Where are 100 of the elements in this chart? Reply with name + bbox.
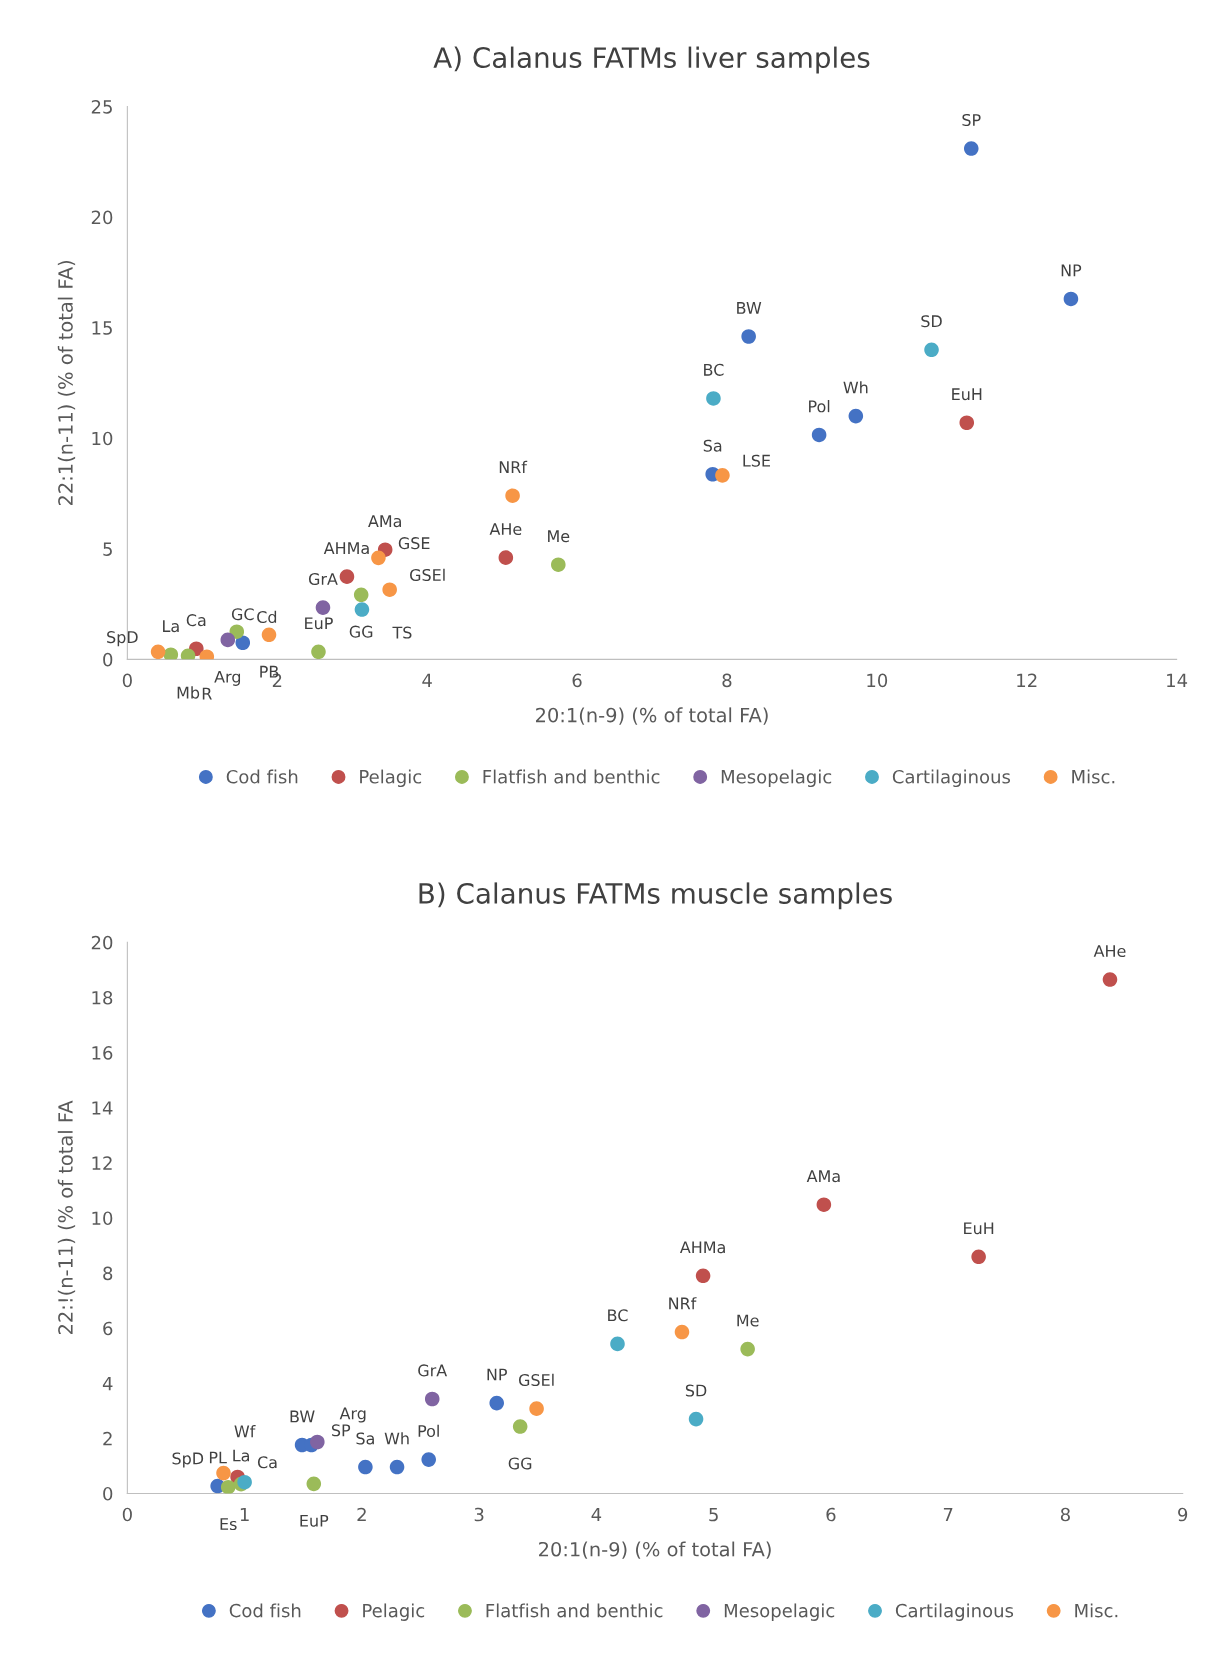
- y-tick-label: 25: [91, 100, 112, 114]
- x-tick-label: 10: [867, 673, 888, 688]
- point: [1102, 972, 1118, 987]
- point: [551, 557, 566, 572]
- point: [498, 550, 514, 565]
- data-label: EuH: [964, 1222, 994, 1235]
- data-label: La: [233, 1449, 249, 1462]
- point: [229, 624, 245, 639]
- data-label: GG: [349, 625, 373, 638]
- y-tick-label: 16: [92, 1046, 113, 1060]
- point: [358, 1459, 373, 1475]
- x-axis-title: 20:1(n-9) (% of total FA): [536, 707, 768, 725]
- data-label: BW: [737, 302, 762, 314]
- x-tick-label: 6: [826, 1507, 836, 1522]
- point: [963, 141, 979, 156]
- y-axis-title: 22:!(n-11) (% of total FA: [57, 1100, 76, 1335]
- data-label: La: [163, 620, 179, 633]
- data-label: AHMa: [679, 1241, 725, 1254]
- legend-label: Cartilaginous: [895, 1603, 1014, 1621]
- data-label: Sa: [703, 439, 722, 452]
- y-tick-label: 0: [103, 652, 113, 667]
- data-label: AHe: [1093, 945, 1126, 958]
- data-label: Pol: [809, 400, 830, 413]
- point: [924, 342, 939, 358]
- legend-label: Pelagic: [360, 769, 422, 788]
- data-label: BW: [290, 1410, 315, 1423]
- point: [389, 1459, 405, 1475]
- legend-label: Cartilaginous: [892, 769, 1011, 788]
- data-label: SP: [331, 1424, 351, 1437]
- data-label: BC: [704, 363, 724, 376]
- x-tick-label: 5: [709, 1507, 718, 1522]
- point: [688, 1411, 704, 1427]
- point: [382, 582, 397, 597]
- data-label: Arg: [339, 1407, 366, 1423]
- point: [740, 1341, 755, 1357]
- point: [150, 644, 166, 660]
- x-tick-label: 8: [1060, 1507, 1070, 1522]
- point: [235, 635, 251, 651]
- x-tick-label: 9: [1178, 1507, 1188, 1522]
- legend-label: Cod fish: [226, 769, 298, 784]
- point: [315, 600, 331, 615]
- data-label: AHe: [489, 523, 522, 536]
- data-label: SpD: [107, 631, 138, 647]
- data-label: Es: [220, 1518, 237, 1531]
- point: [816, 1197, 832, 1212]
- y-tick-label: 20: [91, 935, 113, 950]
- y-tick-label: 2: [103, 1431, 112, 1446]
- point: [1063, 291, 1079, 307]
- data-label: NRf: [499, 460, 528, 473]
- point: [741, 329, 756, 344]
- point: [529, 1401, 544, 1416]
- data-label: Arg: [214, 670, 241, 686]
- legend-label: Misc.: [1072, 769, 1115, 784]
- data-label: GG: [508, 1457, 532, 1470]
- point: [216, 1465, 231, 1481]
- x-tick-label: 2: [357, 1507, 366, 1522]
- data-label: GrA: [418, 1364, 448, 1377]
- data-label: Wh: [384, 1432, 409, 1445]
- data-label: EuP: [305, 617, 333, 630]
- legend-label: Pelagic: [363, 1603, 425, 1621]
- legend-label: Flatfish and benthic: [483, 769, 660, 784]
- x-tick-label: 1: [240, 1507, 249, 1522]
- y-tick-label: 0: [103, 1486, 113, 1501]
- data-label: Mb: [177, 686, 200, 699]
- x-tick-label: 3: [474, 1507, 484, 1522]
- point: [353, 587, 369, 603]
- point: [311, 644, 326, 660]
- y-tick-label: 12: [92, 1156, 112, 1170]
- point: [371, 550, 386, 566]
- data-label: SD: [685, 1384, 707, 1397]
- point: [674, 1324, 690, 1340]
- point: [220, 1479, 236, 1494]
- point: [310, 1434, 325, 1450]
- data-label: EuH: [952, 388, 982, 401]
- data-label: SpD: [172, 1452, 204, 1468]
- data-label: Me: [737, 1314, 759, 1327]
- chart-title: A) Calanus FATMs liver samples: [433, 46, 870, 74]
- y-tick-label: 15: [92, 321, 112, 335]
- data-label: GSEl: [518, 1373, 554, 1387]
- point: [237, 1474, 252, 1490]
- y-tick-label: 20: [91, 210, 113, 225]
- data-label: Pol: [418, 1424, 439, 1438]
- point: [424, 1391, 440, 1407]
- data-label: Sa: [356, 1432, 374, 1445]
- x-tick-label: 7: [943, 1507, 953, 1522]
- legend-label: Flatfish and benthic: [486, 1603, 663, 1618]
- point: [163, 647, 179, 660]
- data-label: TS: [392, 626, 412, 639]
- data-label: AHMa: [323, 542, 369, 555]
- data-label: AMa: [806, 1170, 840, 1183]
- point: [811, 427, 827, 443]
- data-label: Ca: [186, 614, 206, 627]
- y-tick-label: 10: [92, 431, 113, 446]
- point: [489, 1395, 505, 1411]
- point: [610, 1336, 625, 1352]
- data-label: NP: [487, 1368, 507, 1381]
- x-tick-label: 6: [572, 673, 582, 688]
- data-label: Me: [548, 530, 570, 543]
- legend-label: Misc.: [1075, 1603, 1118, 1618]
- data-label: AMa: [368, 515, 401, 528]
